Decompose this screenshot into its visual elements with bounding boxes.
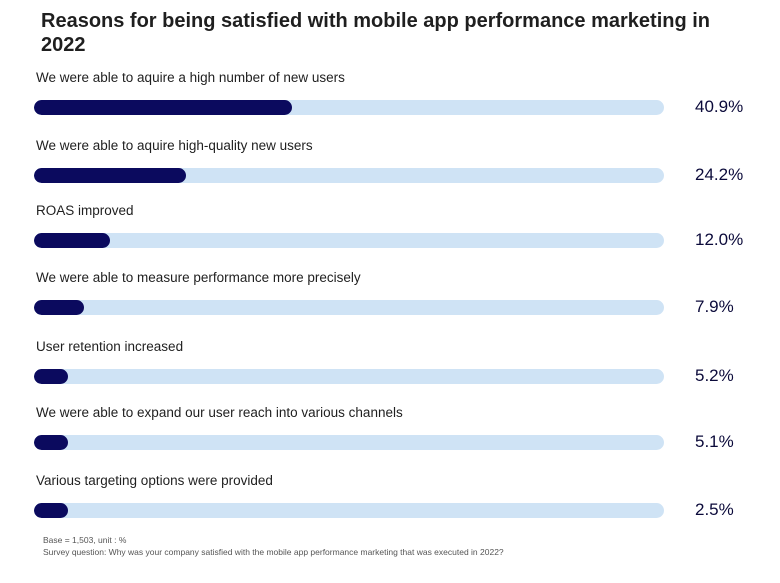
bar-row: We were able to aquire high-quality new … [0,138,780,198]
bar-row: We were able to aquire a high number of … [0,70,780,130]
bar [34,300,84,315]
bar [34,435,68,450]
bar [34,503,68,518]
bar [34,233,110,248]
bar-category-label: Various targeting options were provided [36,473,273,488]
bar [34,100,292,115]
bar-category-label: We were able to measure performance more… [36,270,361,285]
bar-value-label: 5.2% [695,366,734,385]
bar-category-label: We were able to aquire a high number of … [36,70,345,85]
bar-track [34,503,664,518]
bar-track [34,168,664,183]
bar-track [34,100,664,115]
bar-value-label: 7.9% [695,297,734,316]
bar-track [34,369,664,384]
bar-value-label: 24.2% [695,165,744,184]
bar [34,168,187,183]
bar-value-label: 12.0% [695,230,744,249]
bar-value-label: 5.1% [695,432,734,451]
bar [34,369,68,384]
bar-category-label: User retention increased [36,339,184,354]
bar-category-label: ROAS improved [36,203,134,218]
bar-row: User retention increased 5.2% [0,339,780,399]
bar-row: We were able to measure performance more… [0,270,780,330]
bar-category-label: We were able to aquire high-quality new … [36,138,313,153]
bar-row: ROAS improved 12.0% [0,203,780,263]
bar-track [34,233,664,248]
bar-row: We were able to expand our user reach in… [0,405,780,465]
survey-question-note: Survey question: Why was your company sa… [43,547,504,557]
bar-value-label: 40.9% [695,97,744,116]
bar-track [34,435,664,450]
bar-category-label: We were able to expand our user reach in… [36,405,403,420]
base-note: Base = 1,503, unit : % [43,535,127,545]
chart-title: Reasons for being satisfied with mobile … [41,10,711,56]
bar-row: Various targeting options were provided 2… [0,473,780,533]
bar-value-label: 2.5% [695,500,734,519]
bar-track [34,300,664,315]
